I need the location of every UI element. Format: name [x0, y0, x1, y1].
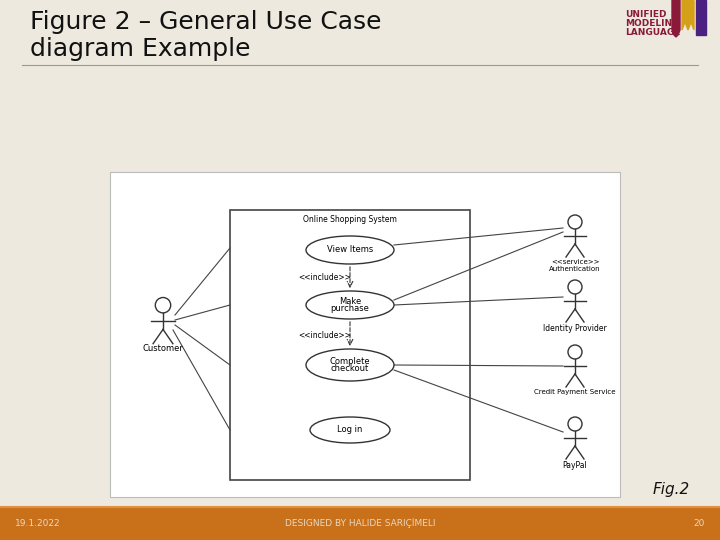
Bar	[110, 172, 620, 497]
Text: View Items: View Items	[327, 246, 373, 254]
Polygon shape	[696, 0, 706, 35]
Text: UNIFIED: UNIFIED	[625, 10, 667, 19]
Text: LANGUAGE: LANGUAGE	[625, 28, 680, 37]
Text: purchase: purchase	[330, 304, 369, 313]
Text: 20: 20	[693, 519, 705, 528]
Bar	[230, 210, 470, 480]
Text: MODELING: MODELING	[625, 19, 680, 28]
Text: Customer: Customer	[143, 344, 184, 353]
Ellipse shape	[306, 349, 394, 381]
Ellipse shape	[306, 236, 394, 264]
Text: Figure 2 – General Use Case: Figure 2 – General Use Case	[30, 10, 382, 34]
Text: Identity Provider: Identity Provider	[543, 324, 607, 333]
Text: Log in: Log in	[337, 426, 363, 435]
Text: Fig.2: Fig.2	[653, 482, 690, 497]
Bar	[0, 507, 720, 540]
Ellipse shape	[306, 291, 394, 319]
Polygon shape	[672, 0, 680, 37]
Text: 19.1.2022: 19.1.2022	[15, 519, 60, 528]
Text: PayPal: PayPal	[562, 461, 588, 470]
Text: checkout: checkout	[331, 364, 369, 373]
Text: <<service>>
Authentication: <<service>> Authentication	[549, 259, 600, 272]
Text: Make: Make	[339, 297, 361, 306]
Ellipse shape	[310, 417, 390, 443]
Text: Complete: Complete	[330, 357, 370, 366]
Text: Online Shopping System: Online Shopping System	[303, 215, 397, 224]
Polygon shape	[682, 0, 694, 30]
Text: Credit Payment Service: Credit Payment Service	[534, 389, 616, 395]
Text: <<include>>: <<include>>	[298, 273, 351, 282]
Text: DESIGNED BY HALIDE SARIÇİMELI: DESIGNED BY HALIDE SARIÇİMELI	[284, 518, 436, 529]
Text: diagram Example: diagram Example	[30, 37, 251, 61]
Text: <<include>>: <<include>>	[298, 330, 351, 340]
